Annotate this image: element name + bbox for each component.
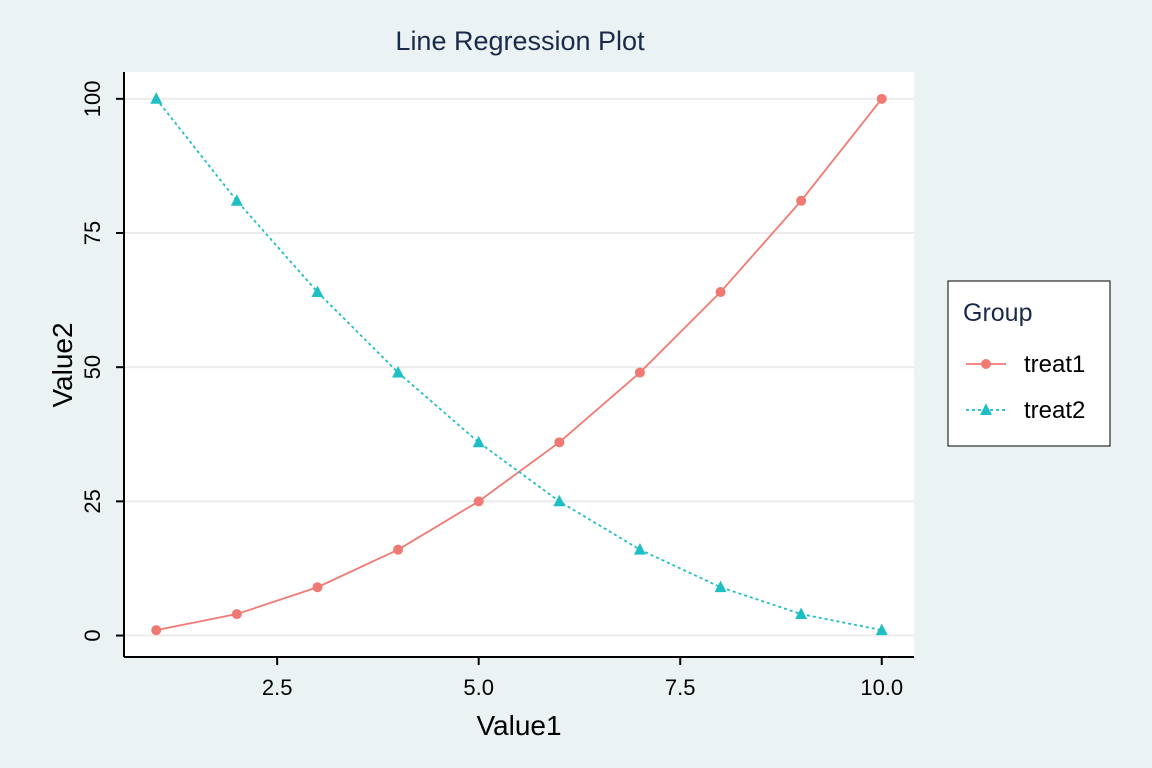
data-point-treat2 xyxy=(795,607,808,620)
data-point-treat1 xyxy=(231,609,242,620)
data-point-treat1 xyxy=(312,582,323,593)
y-axis-ticks: 0 25 50 75 100 xyxy=(80,80,124,642)
data-point-treat2 xyxy=(633,543,646,555)
x-tick-label: 7.5 xyxy=(665,675,696,700)
y-tick-label: 75 xyxy=(80,221,105,245)
legend-item-treat2: treat2 xyxy=(966,397,1085,424)
legend: Group treat1 treat2 xyxy=(947,280,1111,447)
x-axis-ticks: 2.5 5.0 7.5 10.0 xyxy=(262,657,903,700)
data-point-treat1 xyxy=(151,625,162,636)
plot-area xyxy=(124,72,914,657)
data-point-treat1 xyxy=(796,195,807,206)
data-point-treat1 xyxy=(473,496,484,507)
data-point-treat2 xyxy=(230,194,243,206)
data-point-treat1 xyxy=(634,367,645,378)
chart-title: Line Regression Plot xyxy=(395,26,645,56)
legend-items: treat1 treat2 xyxy=(966,351,1085,424)
legend-label: treat2 xyxy=(1024,397,1085,424)
series-treat2 xyxy=(150,92,888,636)
data-point-treat1 xyxy=(876,93,887,104)
x-tick-label: 2.5 xyxy=(262,675,293,700)
data-point-treat2 xyxy=(472,435,485,448)
data-point-treat2 xyxy=(150,92,163,104)
data-point-treat2 xyxy=(714,580,727,593)
data-point-treat2 xyxy=(392,365,405,378)
y-tick-label: 25 xyxy=(80,489,105,513)
data-point-treat1 xyxy=(715,287,726,298)
legend-label: treat1 xyxy=(1024,351,1085,378)
data-point-treat2 xyxy=(311,285,324,297)
legend-title: Group xyxy=(963,299,1032,327)
y-tick-label: 0 xyxy=(80,629,105,641)
legend-marker xyxy=(981,359,991,369)
legend-item-treat1: treat1 xyxy=(966,351,1085,378)
y-tick-label: 100 xyxy=(80,80,105,117)
x-tick-label: 10.0 xyxy=(860,675,903,700)
grid-lines xyxy=(124,97,914,637)
series-layer xyxy=(150,92,888,636)
x-tick-label: 5.0 xyxy=(463,675,494,700)
series-line-treat2 xyxy=(155,98,882,632)
data-point-treat2 xyxy=(875,623,888,636)
data-point-treat1 xyxy=(554,437,565,448)
legend-marker xyxy=(980,403,992,415)
axes xyxy=(123,72,914,658)
y-tick-label: 50 xyxy=(80,355,105,379)
x-axis-title: Value1 xyxy=(476,710,561,741)
y-axis-title: Value2 xyxy=(47,322,78,407)
data-point-treat2 xyxy=(553,494,566,507)
data-point-treat1 xyxy=(393,544,404,555)
